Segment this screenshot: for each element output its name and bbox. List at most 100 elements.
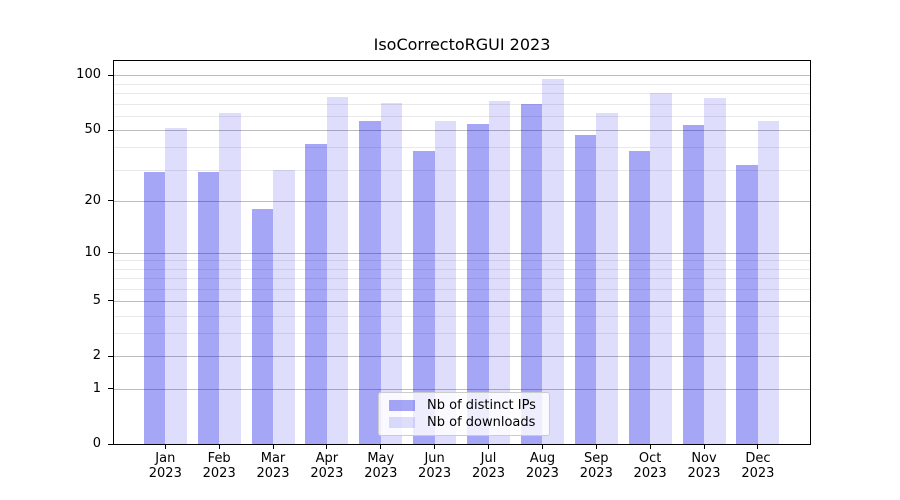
x-tick-jan <box>164 445 166 449</box>
x-tick-label-may: May 2023 <box>346 451 416 481</box>
x-tick-label-line: Nov <box>691 451 717 466</box>
x-tick-label-line: May <box>367 451 395 466</box>
bar-nb-of-distinct-ips-feb <box>197 172 220 444</box>
bar-nb-of-downloads-apr <box>326 97 349 444</box>
x-tick-label-line: Sep <box>584 451 609 466</box>
x-tick-label-nov: Nov 2023 <box>669 451 739 481</box>
y-tick-50 <box>108 129 113 131</box>
y-tick-10 <box>108 252 113 253</box>
x-tick-label-line: 2023 <box>579 466 613 481</box>
x-tick-label-line: 2023 <box>525 466 559 481</box>
chart-title: IsoCorrectoRGUI 2023 <box>373 35 551 54</box>
gridline-minor-80 <box>114 93 810 95</box>
bar-nb-of-downloads-jan <box>165 128 187 444</box>
x-tick-label-line: 2023 <box>148 466 182 481</box>
bar-nb-of-downloads-sep <box>596 113 618 444</box>
x-tick-label-line: Mar <box>260 451 286 466</box>
gridline-minor-90 <box>114 83 810 85</box>
gridline-minor-3 <box>114 333 810 335</box>
bar-nb-of-distinct-ips-dec <box>736 164 758 444</box>
bar-nb-of-downloads-feb <box>219 113 241 444</box>
bar-nb-of-distinct-ips-sep <box>574 134 597 444</box>
x-tick-label-line: 2023 <box>633 466 667 481</box>
gridline-major-50 <box>114 130 810 131</box>
bar-nb-of-downloads-aug <box>542 78 564 444</box>
x-tick-label-oct: Oct 2023 <box>615 451 685 481</box>
x-tick-label-jul: Jul 2023 <box>454 451 524 481</box>
x-tick-label-line: 2023 <box>741 466 775 481</box>
bar-nb-of-distinct-ips-oct <box>628 151 651 444</box>
x-tick-label-aug: Aug 2023 <box>507 451 577 481</box>
gridline-minor-4 <box>114 315 810 317</box>
y-tick-label-50: 50 <box>84 122 101 137</box>
x-tick-label-line: Oct <box>638 451 662 466</box>
bar-nb-of-distinct-ips-jan <box>143 172 166 444</box>
y-tick-100 <box>108 74 113 76</box>
x-tick-label-line: Feb <box>207 451 231 466</box>
x-tick-label-line: Apr <box>315 451 339 466</box>
gridline-major-5 <box>114 300 810 302</box>
x-tick-label-mar: Mar 2023 <box>238 451 308 481</box>
legend-label-downloads: Nb of downloads <box>427 415 536 430</box>
bar-nb-of-distinct-ips-nov <box>682 125 704 444</box>
x-tick-label-line: 2023 <box>256 466 290 481</box>
y-tick-2 <box>108 355 113 357</box>
x-tick-nov <box>703 445 705 449</box>
x-tick-label-line: Jan <box>155 451 176 466</box>
y-tick-label-1: 1 <box>92 380 101 396</box>
x-tick-jun <box>434 445 436 449</box>
gridline-minor-8 <box>114 268 810 270</box>
y-tick-20 <box>108 200 113 202</box>
x-tick-label-jun: Jun 2023 <box>400 451 470 481</box>
plot-area: Nb of distinct IPs Nb of downloads <box>113 60 811 445</box>
legend-swatch-distinct-ips <box>389 400 415 411</box>
x-tick-sep <box>595 445 597 449</box>
y-tick-0 <box>108 443 113 445</box>
x-tick-apr <box>326 445 328 449</box>
x-tick-label-line: Dec <box>745 451 771 466</box>
x-tick-feb <box>218 445 220 449</box>
x-tick-label-feb: Feb 2023 <box>184 451 254 481</box>
bar-nb-of-downloads-nov <box>704 98 726 444</box>
gridline-major-2 <box>114 356 810 358</box>
bar-nb-of-downloads-dec <box>757 121 780 444</box>
x-tick-label-jan: Jan 2023 <box>130 451 200 481</box>
y-tick-5 <box>108 300 113 302</box>
x-tick-label-line: 2023 <box>471 466 506 481</box>
bar-nb-of-downloads-oct <box>650 93 672 444</box>
x-tick-may <box>380 445 382 449</box>
bar-nb-of-distinct-ips-mar <box>251 208 273 444</box>
x-tick-label-line: 2023 <box>202 466 236 481</box>
x-tick-dec <box>757 445 759 449</box>
legend-item-distinct-ips: Nb of distinct IPs <box>389 398 540 413</box>
bar-nb-of-downloads-jul <box>488 101 510 444</box>
legend-label-distinct-ips: Nb of distinct IPs <box>427 398 536 413</box>
x-tick-aug <box>541 445 543 449</box>
gridline-minor-6 <box>114 288 810 290</box>
gridline-minor-9 <box>114 260 810 262</box>
bar-nb-of-distinct-ips-may <box>359 121 381 444</box>
bar-nb-of-downloads-jun <box>434 121 457 444</box>
bar-nb-of-distinct-ips-jun <box>413 151 435 444</box>
gridline-major-20 <box>114 200 810 202</box>
gridline-minor-7 <box>114 277 810 279</box>
x-tick-label-line: Aug <box>529 451 556 466</box>
gridline-minor-60 <box>114 115 810 117</box>
y-axis: 0 1 2 5 10 20 50 100 <box>0 60 113 451</box>
gridline-major-100 <box>114 75 810 77</box>
x-tick-jul <box>488 445 489 449</box>
x-tick-label-line: Jun <box>424 451 445 466</box>
y-tick-label-20: 20 <box>84 192 101 208</box>
x-tick-label-sep: Sep 2023 <box>561 451 631 481</box>
y-tick-label-100: 100 <box>76 67 101 83</box>
x-tick-label-line: 2023 <box>364 466 398 481</box>
y-tick-label-2: 2 <box>92 348 101 364</box>
bar-nb-of-downloads-mar <box>273 169 295 444</box>
gridline-major-10 <box>114 252 810 254</box>
x-tick-oct <box>649 445 651 449</box>
x-tick-label-line: 2023 <box>310 466 344 481</box>
y-tick-label-10: 10 <box>84 244 101 260</box>
gridline-minor-40 <box>114 147 810 149</box>
x-tick-label-line: 2023 <box>687 466 721 481</box>
gridline-minor-30 <box>114 169 810 171</box>
